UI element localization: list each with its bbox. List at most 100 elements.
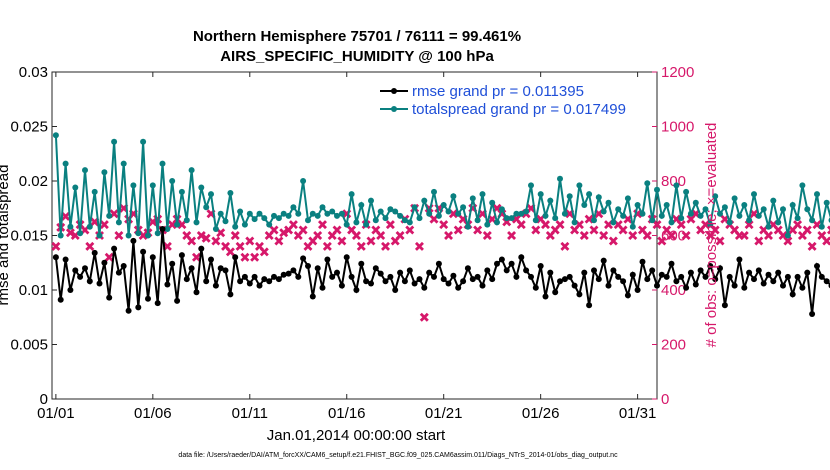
data-point	[741, 284, 748, 291]
data-point	[823, 278, 830, 285]
obs-marker-stroke	[405, 225, 415, 235]
data-point	[382, 215, 389, 222]
y2-tick-label: 1000	[661, 119, 694, 136]
data-point	[663, 202, 670, 208]
data-point	[145, 232, 151, 239]
data-point	[697, 212, 704, 219]
data-point	[755, 267, 762, 274]
data-point	[494, 219, 500, 226]
data-point	[760, 206, 767, 213]
data-point	[174, 297, 181, 304]
obs-marker-stroke	[579, 231, 589, 240]
obs-marker	[332, 225, 342, 235]
obs-marker	[419, 312, 429, 322]
data-point	[751, 191, 757, 198]
data-point	[707, 221, 714, 228]
obs-marker	[337, 236, 347, 246]
obs-marker-stroke	[279, 228, 289, 238]
data-point	[178, 252, 185, 259]
data-point	[164, 281, 171, 288]
data-point	[57, 296, 64, 303]
data-point	[363, 278, 370, 285]
obs-marker	[279, 228, 289, 238]
data-point	[363, 221, 370, 228]
data-point	[188, 167, 195, 174]
data-point	[101, 259, 108, 266]
data-point	[794, 215, 801, 222]
data-point	[222, 267, 229, 274]
obs-marker	[61, 211, 71, 221]
data-point	[324, 210, 331, 217]
data-point	[227, 190, 234, 196]
obs-marker-stroke	[225, 247, 235, 257]
data-point	[479, 191, 486, 198]
series-layer	[51, 132, 830, 322]
obs-marker-stroke	[482, 231, 492, 240]
data-point	[319, 284, 326, 291]
obs-marker-stroke	[366, 236, 376, 246]
data-point	[314, 265, 321, 272]
data-point	[203, 278, 210, 285]
obs-marker-stroke	[250, 252, 260, 262]
data-point	[314, 212, 321, 219]
obs-marker-stroke	[196, 231, 206, 240]
data-point	[169, 178, 176, 184]
y2-tick-label: 200	[661, 337, 686, 354]
obs-marker-stroke	[356, 241, 366, 251]
obs-marker-stroke	[817, 231, 827, 240]
data-point	[426, 269, 433, 276]
data-point	[450, 272, 457, 279]
obs-marker	[269, 225, 279, 235]
legend-spread-marker	[391, 106, 397, 112]
x-tick-label: 01/31	[619, 405, 657, 422]
obs-marker-stroke	[182, 231, 192, 240]
data-point	[586, 302, 593, 309]
data-point	[789, 291, 796, 298]
obs-marker-stroke	[414, 241, 424, 251]
data-point	[193, 219, 200, 226]
data-file-footnote: data file: /Users/raeder/DAI/ATM_forcXX/…	[178, 452, 618, 459]
data-point	[542, 212, 549, 219]
obs-marker-stroke	[793, 220, 803, 230]
data-point	[814, 191, 820, 198]
data-point	[295, 273, 302, 280]
data-point	[140, 248, 147, 255]
obs-marker-stroke	[347, 225, 357, 235]
obs-marker-stroke	[681, 231, 691, 240]
data-point	[484, 221, 491, 228]
data-point	[566, 273, 573, 280]
data-point	[498, 206, 505, 213]
data-point	[814, 263, 820, 269]
data-point	[431, 188, 437, 195]
data-point	[246, 280, 253, 287]
obs-marker-stroke	[216, 228, 226, 238]
data-point	[392, 208, 399, 215]
obs-marker	[608, 236, 618, 246]
obs-marker-stroke	[827, 225, 830, 231]
x-tick-label: 01/26	[522, 405, 560, 422]
data-point	[145, 295, 151, 302]
data-point	[183, 217, 190, 224]
obs-marker	[589, 225, 599, 235]
data-point	[406, 219, 413, 226]
data-point	[673, 278, 680, 285]
data-point	[629, 223, 636, 230]
obs-marker-stroke	[642, 231, 652, 240]
data-point	[755, 212, 762, 219]
data-point	[784, 232, 791, 239]
data-point	[348, 273, 355, 280]
obs-marker	[739, 231, 749, 240]
data-point	[246, 210, 253, 217]
data-point	[343, 254, 350, 261]
obs-marker-stroke	[516, 220, 526, 230]
series-line	[54, 135, 830, 236]
data-point	[721, 204, 728, 211]
data-point	[780, 206, 786, 213]
data-point	[547, 269, 554, 276]
data-point	[702, 206, 709, 213]
data-point	[416, 276, 423, 283]
obs-marker-stroke	[773, 225, 783, 235]
data-point	[164, 226, 171, 232]
y2-tick-label: 0	[661, 391, 669, 408]
